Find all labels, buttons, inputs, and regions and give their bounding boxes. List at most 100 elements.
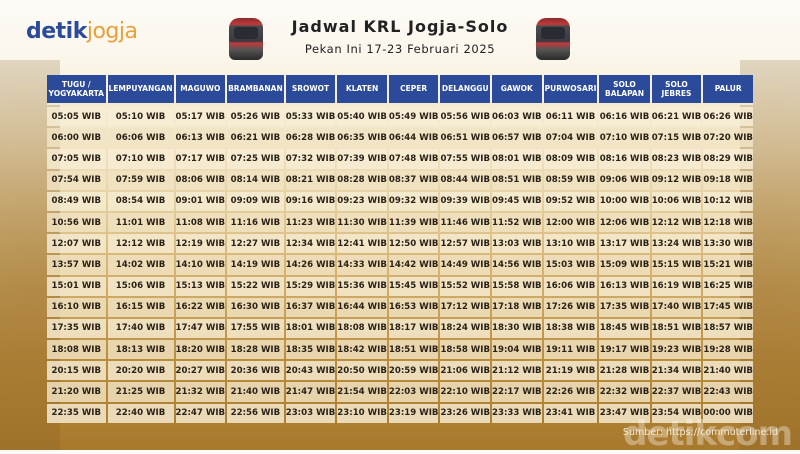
time-cell: 14:49 WIB bbox=[440, 255, 491, 275]
time-cell: 22:43 WIB bbox=[703, 382, 753, 402]
time-cell: 21:25 WIB bbox=[107, 382, 174, 402]
time-cell: 06:06 WIB bbox=[107, 128, 174, 148]
time-cell: 20:43 WIB bbox=[285, 361, 336, 381]
time-cell: 05:49 WIB bbox=[388, 107, 439, 127]
time-cell: 23:47 WIB bbox=[599, 403, 650, 423]
time-cell: 08:44 WIB bbox=[440, 170, 491, 190]
time-cell: 14:10 WIB bbox=[175, 255, 226, 275]
table-row: 13:57 WIB 14:02 WIB 14:10 WIB 14:19 WIB 14:2… bbox=[47, 255, 753, 275]
time-cell: 14:19 WIB bbox=[227, 255, 284, 275]
time-cell: 22:03 WIB bbox=[388, 382, 439, 402]
time-cell: 23:19 WIB bbox=[388, 403, 439, 423]
time-cell: 12:18 WIB bbox=[703, 212, 753, 233]
table-row: 12:07 WIB 12:12 WIB 12:19 WIB 12:27 WIB 12:3… bbox=[47, 234, 753, 254]
time-cell: 20:59 WIB bbox=[388, 361, 439, 381]
time-cell: 20:50 WIB bbox=[337, 361, 387, 381]
time-cell: 15:29 WIB bbox=[285, 276, 336, 296]
column-header: BRAMBANAN bbox=[227, 75, 284, 105]
time-cell: 12:12 WIB bbox=[107, 234, 174, 254]
column-header: PALUR bbox=[703, 75, 753, 105]
time-cell: 22:10 WIB bbox=[440, 382, 491, 402]
column-header: SROWOT bbox=[285, 75, 336, 105]
time-cell: 09:18 WIB bbox=[703, 170, 753, 190]
time-cell: 15:45 WIB bbox=[388, 276, 439, 296]
time-cell: 16:25 WIB bbox=[703, 276, 753, 296]
table-row: 07:54 WIB 07:59 WIB 08:06 WIB 08:14 WIB 08:2… bbox=[47, 170, 753, 190]
time-cell: 09:01 WIB bbox=[175, 191, 226, 211]
time-cell: 15:36 WIB bbox=[337, 276, 387, 296]
time-cell: 23:41 WIB bbox=[543, 403, 598, 423]
time-cell: 15:13 WIB bbox=[175, 276, 226, 296]
train-icon bbox=[229, 18, 263, 60]
time-cell: 16:44 WIB bbox=[337, 297, 387, 317]
time-cell: 09:39 WIB bbox=[440, 191, 491, 211]
table-row: 21:20 WIB 21:25 WIB 21:32 WIB 21:40 WIB 21:4… bbox=[47, 382, 753, 402]
train-icon bbox=[536, 18, 570, 60]
time-cell: 12:19 WIB bbox=[175, 234, 226, 254]
time-cell: 16:06 WIB bbox=[543, 276, 598, 296]
table-row: 15:01 WIB 15:06 WIB 15:13 WIB 15:22 WIB 15:2… bbox=[47, 276, 753, 296]
time-cell: 05:33 WIB bbox=[285, 107, 336, 127]
time-cell: 07:17 WIB bbox=[175, 149, 226, 169]
time-cell: 18:17 WIB bbox=[388, 318, 439, 339]
time-cell: 15:15 WIB bbox=[651, 255, 702, 275]
time-cell: 05:26 WIB bbox=[227, 107, 284, 127]
page-subtitle: Pekan Ini 17-23 Februari 2025 bbox=[304, 42, 496, 56]
time-cell: 22:17 WIB bbox=[492, 382, 542, 402]
time-cell: 11:23 WIB bbox=[285, 212, 336, 233]
time-cell: 18:51 WIB bbox=[651, 318, 702, 339]
time-cell: 20:27 WIB bbox=[175, 361, 226, 381]
column-header: SOLO BALAPAN bbox=[599, 75, 650, 105]
time-cell: 12:57 WIB bbox=[440, 234, 491, 254]
time-cell: 21:47 WIB bbox=[285, 382, 336, 402]
time-cell: 21:34 WIB bbox=[651, 361, 702, 381]
time-cell: 21:19 WIB bbox=[543, 361, 598, 381]
time-cell: 10:56 WIB bbox=[47, 212, 106, 233]
time-cell: 06:00 WIB bbox=[47, 128, 106, 148]
time-cell: 18:57 WIB bbox=[703, 318, 753, 339]
time-cell: 08:59 WIB bbox=[543, 170, 598, 190]
time-cell: 09:16 WIB bbox=[285, 191, 336, 211]
time-cell: 16:10 WIB bbox=[47, 297, 106, 317]
header: Jadwal KRL Jogja-Solo Pekan Ini 17-23 Fe… bbox=[270, 17, 530, 56]
time-cell: 21:20 WIB bbox=[47, 382, 106, 402]
time-cell: 00:00 WIB bbox=[703, 403, 753, 423]
time-cell: 15:21 WIB bbox=[703, 255, 753, 275]
time-cell: 08:29 WIB bbox=[703, 149, 753, 169]
column-header: TUGU / YOGYAKARTA bbox=[47, 75, 106, 105]
time-cell: 18:08 WIB bbox=[337, 318, 387, 339]
time-cell: 09:06 WIB bbox=[599, 170, 650, 190]
table-header-row: TUGU / YOGYAKARTA LEMPUYANGAN MAGUWO BRAMBA… bbox=[47, 75, 753, 105]
column-header: LEMPUYANGAN bbox=[107, 75, 174, 105]
time-cell: 17:35 WIB bbox=[599, 297, 650, 317]
time-cell: 09:52 WIB bbox=[543, 191, 598, 211]
time-cell: 08:16 WIB bbox=[599, 149, 650, 169]
time-cell: 22:47 WIB bbox=[175, 403, 226, 423]
column-header: MAGUWO bbox=[175, 75, 226, 105]
time-cell: 07:32 WIB bbox=[285, 149, 336, 169]
time-cell: 06:44 WIB bbox=[388, 128, 439, 148]
time-cell: 21:40 WIB bbox=[227, 382, 284, 402]
time-cell: 11:39 WIB bbox=[388, 212, 439, 233]
time-cell: 05:10 WIB bbox=[107, 107, 174, 127]
time-cell: 18:45 WIB bbox=[599, 318, 650, 339]
time-cell: 14:02 WIB bbox=[107, 255, 174, 275]
time-cell: 06:03 WIB bbox=[492, 107, 542, 127]
time-cell: 07:25 WIB bbox=[227, 149, 284, 169]
time-cell: 17:12 WIB bbox=[440, 297, 491, 317]
time-cell: 07:55 WIB bbox=[440, 149, 491, 169]
time-cell: 16:13 WIB bbox=[599, 276, 650, 296]
time-cell: 21:32 WIB bbox=[175, 382, 226, 402]
table-row: 22:35 WIB 22:40 WIB 22:47 WIB 22:56 WIB 23:0… bbox=[47, 403, 753, 423]
time-cell: 21:54 WIB bbox=[337, 382, 387, 402]
time-cell: 23:10 WIB bbox=[337, 403, 387, 423]
time-cell: 12:41 WIB bbox=[337, 234, 387, 254]
time-cell: 17:40 WIB bbox=[107, 318, 174, 339]
time-cell: 19:04 WIB bbox=[492, 340, 542, 360]
detikjogja-logo[interactable]: detikjogja bbox=[26, 19, 138, 44]
time-cell: 20:36 WIB bbox=[227, 361, 284, 381]
time-cell: 23:03 WIB bbox=[285, 403, 336, 423]
time-cell: 18:28 WIB bbox=[227, 340, 284, 360]
time-cell: 08:49 WIB bbox=[47, 191, 106, 211]
source-note: Sumber: https://commuterline.id bbox=[622, 427, 778, 438]
